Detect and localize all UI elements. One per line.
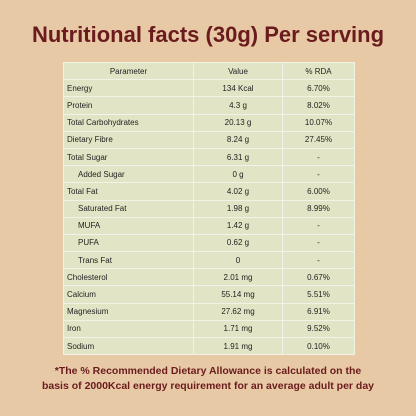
parameter: Magnesium bbox=[63, 302, 194, 321]
rda: - bbox=[282, 233, 355, 253]
value: 0 g bbox=[193, 165, 283, 184]
parameter: Added Sugar bbox=[63, 165, 194, 184]
column-header: % RDA bbox=[282, 61, 355, 81]
table-row: Protein 4.3 g 8.02% bbox=[63, 96, 355, 115]
parameter: Trans Fat bbox=[63, 251, 194, 270]
value: 20.13 g bbox=[193, 113, 283, 132]
value: 27.62 mg bbox=[193, 302, 283, 321]
parameter: Cholesterol bbox=[63, 268, 194, 287]
value: 4.02 g bbox=[193, 182, 283, 201]
rda: - bbox=[282, 216, 355, 235]
nutrition-table: Parameter Value% RDA Energy 134 Kcal 6.70% Pr… bbox=[63, 61, 355, 356]
rda: 0.10% bbox=[282, 336, 355, 356]
value: 55.14 mg bbox=[193, 285, 283, 304]
value: 134 Kcal bbox=[193, 79, 283, 98]
parameter: Dietary Fibre bbox=[63, 130, 194, 149]
table-row: Trans Fat 0- bbox=[63, 251, 355, 270]
rda: 8.02% bbox=[282, 96, 355, 115]
table-row: Total Sugar 6.31 g- bbox=[63, 147, 355, 167]
rda: - bbox=[282, 147, 355, 167]
rda: 0.67% bbox=[282, 268, 355, 287]
parameter: Energy bbox=[63, 79, 194, 98]
table-row: Energy 134 Kcal 6.70% bbox=[63, 79, 355, 98]
value: 0.62 g bbox=[193, 233, 283, 253]
footnote: *The % Recommended Dietary Allowance is … bbox=[41, 365, 375, 392]
table-row: Total Carbohydrates 20.13 g 10.07% bbox=[63, 113, 355, 132]
rda: 10.07% bbox=[282, 113, 355, 132]
parameter: Sodium bbox=[63, 336, 194, 356]
value: 1.98 g bbox=[193, 199, 283, 218]
table-row: Saturated Fat 1.98 g 8.99% bbox=[63, 199, 355, 218]
parameter: Total Carbohydrates bbox=[63, 113, 194, 132]
parameter: Calcium bbox=[63, 285, 194, 304]
parameter: Iron bbox=[63, 319, 194, 339]
parameter: Protein bbox=[63, 96, 194, 115]
table-row: PUFA 0.62 g- bbox=[63, 233, 355, 253]
table-row: Total Fat 4.02 g 6.00% bbox=[63, 182, 355, 201]
parameter: MUFA bbox=[63, 216, 194, 235]
column-header: Value bbox=[193, 61, 283, 81]
rda: - bbox=[282, 251, 355, 270]
column-header: Parameter bbox=[63, 61, 194, 81]
value: 6.31 g bbox=[193, 147, 283, 167]
parameter: Total Sugar bbox=[63, 147, 194, 167]
value: 0 bbox=[193, 251, 283, 270]
rda: 6.91% bbox=[282, 302, 355, 321]
rda: 6.00% bbox=[282, 182, 355, 201]
table-row: Added Sugar 0 g- bbox=[63, 165, 355, 184]
value: 1.42 g bbox=[193, 216, 283, 235]
rda: 6.70% bbox=[282, 79, 355, 98]
value: 4.3 g bbox=[193, 96, 283, 115]
rda: 27.45% bbox=[282, 130, 355, 149]
rda: 9.52% bbox=[282, 319, 355, 339]
table-row: Sodium 1.91 mg 0.10% bbox=[63, 336, 355, 356]
title: Nutritional facts (30g) Per serving bbox=[31, 22, 385, 47]
table-body: Parameter Value% RDA Energy 134 Kcal 6.70% Pr… bbox=[63, 61, 355, 356]
header-row: Parameter Value% RDA bbox=[63, 61, 355, 81]
table-row: Cholesterol 2.01 mg 0.67% bbox=[63, 268, 355, 287]
parameter: Total Fat bbox=[63, 182, 194, 201]
table-row: MUFA 1.42 g- bbox=[63, 216, 355, 235]
table-row: Iron 1.71 mg 9.52% bbox=[63, 319, 355, 339]
rda: 5.51% bbox=[282, 285, 355, 304]
rda: - bbox=[282, 165, 355, 184]
value: 1.91 mg bbox=[193, 336, 283, 356]
parameter: PUFA bbox=[63, 233, 194, 253]
parameter: Saturated Fat bbox=[63, 199, 194, 218]
value: 1.71 mg bbox=[193, 319, 283, 339]
rda: 8.99% bbox=[282, 199, 355, 218]
value: 2.01 mg bbox=[193, 268, 283, 287]
value: 8.24 g bbox=[193, 130, 283, 149]
table-row: Calcium 55.14 mg 5.51% bbox=[63, 285, 355, 304]
table-row: Magnesium 27.62 mg 6.91% bbox=[63, 302, 355, 321]
table-row: Dietary Fibre 8.24 g 27.45% bbox=[63, 130, 355, 149]
